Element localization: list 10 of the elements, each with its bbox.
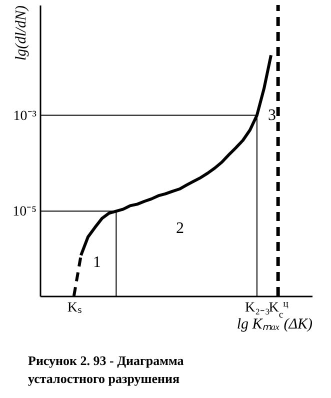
- y-tick-label: 10⁻⁵: [12, 204, 37, 220]
- x-tick-label: Kₛ: [67, 300, 82, 316]
- x-tick-label: K₂₋₃: [245, 300, 270, 316]
- annotation: 2: [176, 220, 184, 237]
- annotation: 3: [268, 107, 276, 124]
- text: Рисунок 2. 93 - Диаграмма усталостного разрушения: [28, 353, 184, 386]
- annotation: 1: [93, 254, 101, 271]
- x-axis-title: lg Kₘₐₓ (ΔK): [236, 316, 312, 332]
- y-axis-title: lg(dl/dN): [14, 6, 30, 60]
- y-tick-label: 10⁻³: [13, 108, 36, 124]
